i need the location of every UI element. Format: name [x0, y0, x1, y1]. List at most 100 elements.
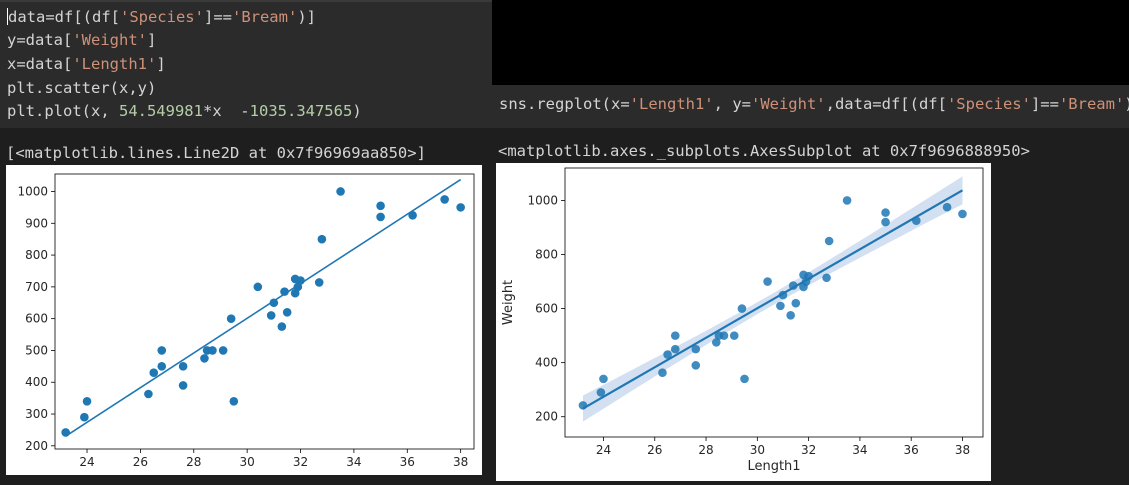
data-point — [778, 290, 788, 300]
data-point — [218, 346, 228, 355]
data-point — [314, 278, 324, 287]
x-tick-label: 32 — [801, 443, 816, 457]
regression-line — [582, 189, 964, 410]
x-tick-label: 28 — [698, 443, 713, 457]
x-tick-label: 28 — [186, 455, 201, 469]
x-axis-label: Length1 — [747, 459, 800, 474]
data-point — [791, 298, 801, 308]
data-point — [277, 322, 287, 331]
data-point — [740, 374, 749, 384]
code-line-1[interactable]: data=df[(df['Species']=='Bream')] — [7, 8, 316, 26]
data-point — [144, 389, 153, 399]
y-tick-label: 800 — [25, 248, 48, 262]
data-point — [296, 276, 305, 285]
data-point — [376, 212, 385, 222]
code-line-4[interactable]: plt.scatter(x,y) — [7, 79, 157, 97]
data-point — [157, 346, 167, 355]
data-point — [336, 187, 345, 196]
blank-area — [492, 0, 1129, 85]
x-tick-label: 38 — [955, 443, 970, 457]
data-point — [958, 209, 967, 219]
x-tick-label: 36 — [400, 455, 415, 469]
y-tick-label: 1000 — [527, 193, 558, 207]
data-point — [178, 381, 188, 390]
data-point — [804, 271, 813, 281]
code-line-regplot[interactable]: sns.regplot(x='Length1', y='Weight',data… — [499, 95, 1129, 113]
data-point — [596, 388, 606, 397]
data-point — [788, 281, 798, 290]
data-point — [712, 338, 721, 347]
data-point — [253, 282, 263, 292]
output-repr-line2d: [<matplotlib.lines.Line2D at 0x7f96969aa… — [6, 144, 426, 162]
code-line-3[interactable]: x=data['Length1'] — [7, 55, 166, 73]
x-tick-label: 26 — [647, 443, 662, 457]
y-tick-label: 1000 — [17, 184, 48, 198]
data-point — [658, 368, 667, 377]
x-tick-label: 34 — [346, 455, 361, 469]
code-cell-1[interactable]: data=df[(df['Species']=='Bream')] y=data… — [0, 0, 492, 128]
scatter-plot-svg: 24 26 28 30 32 34 36 38 200 300 400 500 600 700 800 900… — [17, 173, 475, 469]
y-tick-label: 400 — [25, 375, 48, 389]
data-point — [157, 362, 167, 371]
scatter-plot-figure: 24 26 28 30 32 34 36 38 200 300 400 500 600 700 800 900… — [6, 165, 482, 475]
data-point — [80, 412, 89, 422]
x-tick-label: 36 — [904, 443, 919, 457]
data-point — [670, 331, 680, 340]
data-point — [376, 201, 385, 211]
y-tick-label: 800 — [535, 248, 558, 262]
axes-frame — [564, 167, 984, 438]
data-point — [282, 307, 292, 317]
data-point — [912, 216, 921, 226]
code-line-2[interactable]: y=data['Weight'] — [7, 31, 157, 49]
axes-frame — [54, 173, 475, 450]
x-tick-label: 38 — [453, 455, 468, 469]
data-point — [719, 331, 729, 340]
data-point — [266, 311, 276, 320]
data-point — [842, 196, 852, 205]
regplot-svg: 24 26 28 30 32 34 36 38 200 400 600 800 1000 Length1 W… — [501, 167, 984, 474]
data-point — [599, 374, 608, 384]
data-point — [61, 428, 70, 437]
y-tick-label: 600 — [535, 302, 558, 316]
x-tick-label: 24 — [79, 455, 94, 469]
data-point — [317, 234, 327, 244]
data-point — [822, 273, 831, 283]
data-point — [786, 311, 795, 320]
data-point — [149, 368, 159, 377]
y-tick-label: 600 — [25, 312, 48, 326]
x-tick-label: 32 — [293, 455, 308, 469]
y-tick-label: 200 — [535, 410, 558, 424]
data-point — [578, 401, 588, 410]
data-point — [737, 304, 747, 313]
y-tick-label: 900 — [25, 216, 48, 230]
data-point — [440, 195, 449, 204]
x-tick-label: 30 — [240, 455, 255, 469]
x-tick-label: 30 — [750, 443, 765, 457]
data-point — [200, 354, 209, 363]
y-axis-label: Weight — [501, 280, 516, 325]
data-point — [178, 362, 188, 371]
data-point — [729, 331, 739, 340]
data-point — [408, 211, 417, 220]
data-point — [456, 203, 465, 212]
y-tick-label: 700 — [25, 280, 48, 294]
data-point — [881, 217, 890, 227]
regression-line — [65, 178, 462, 437]
x-tick-label: 26 — [133, 455, 148, 469]
data-point — [881, 208, 890, 217]
output-cell-2: <matplotlib.axes._subplots.AxesSubplot a… — [492, 128, 1129, 481]
x-tick-label: 34 — [852, 443, 867, 457]
data-point — [269, 298, 279, 308]
data-point — [208, 346, 217, 355]
y-tick-label: 200 — [25, 439, 48, 453]
y-tick-label: 300 — [25, 407, 48, 421]
data-point — [776, 301, 785, 311]
data-point — [670, 344, 680, 354]
code-cell-2[interactable]: sns.regplot(x='Length1', y='Weight',data… — [492, 85, 1129, 128]
data-point — [763, 277, 772, 286]
data-point — [691, 344, 701, 354]
data-point — [691, 361, 701, 370]
output-cell-1: [<matplotlib.lines.Line2D at 0x7f96969aa… — [0, 128, 492, 481]
code-line-5[interactable]: plt.plot(x, 54.549981*x -1035.347565) — [7, 102, 362, 120]
output-repr-axes: <matplotlib.axes._subplots.AxesSubplot a… — [498, 142, 1030, 160]
